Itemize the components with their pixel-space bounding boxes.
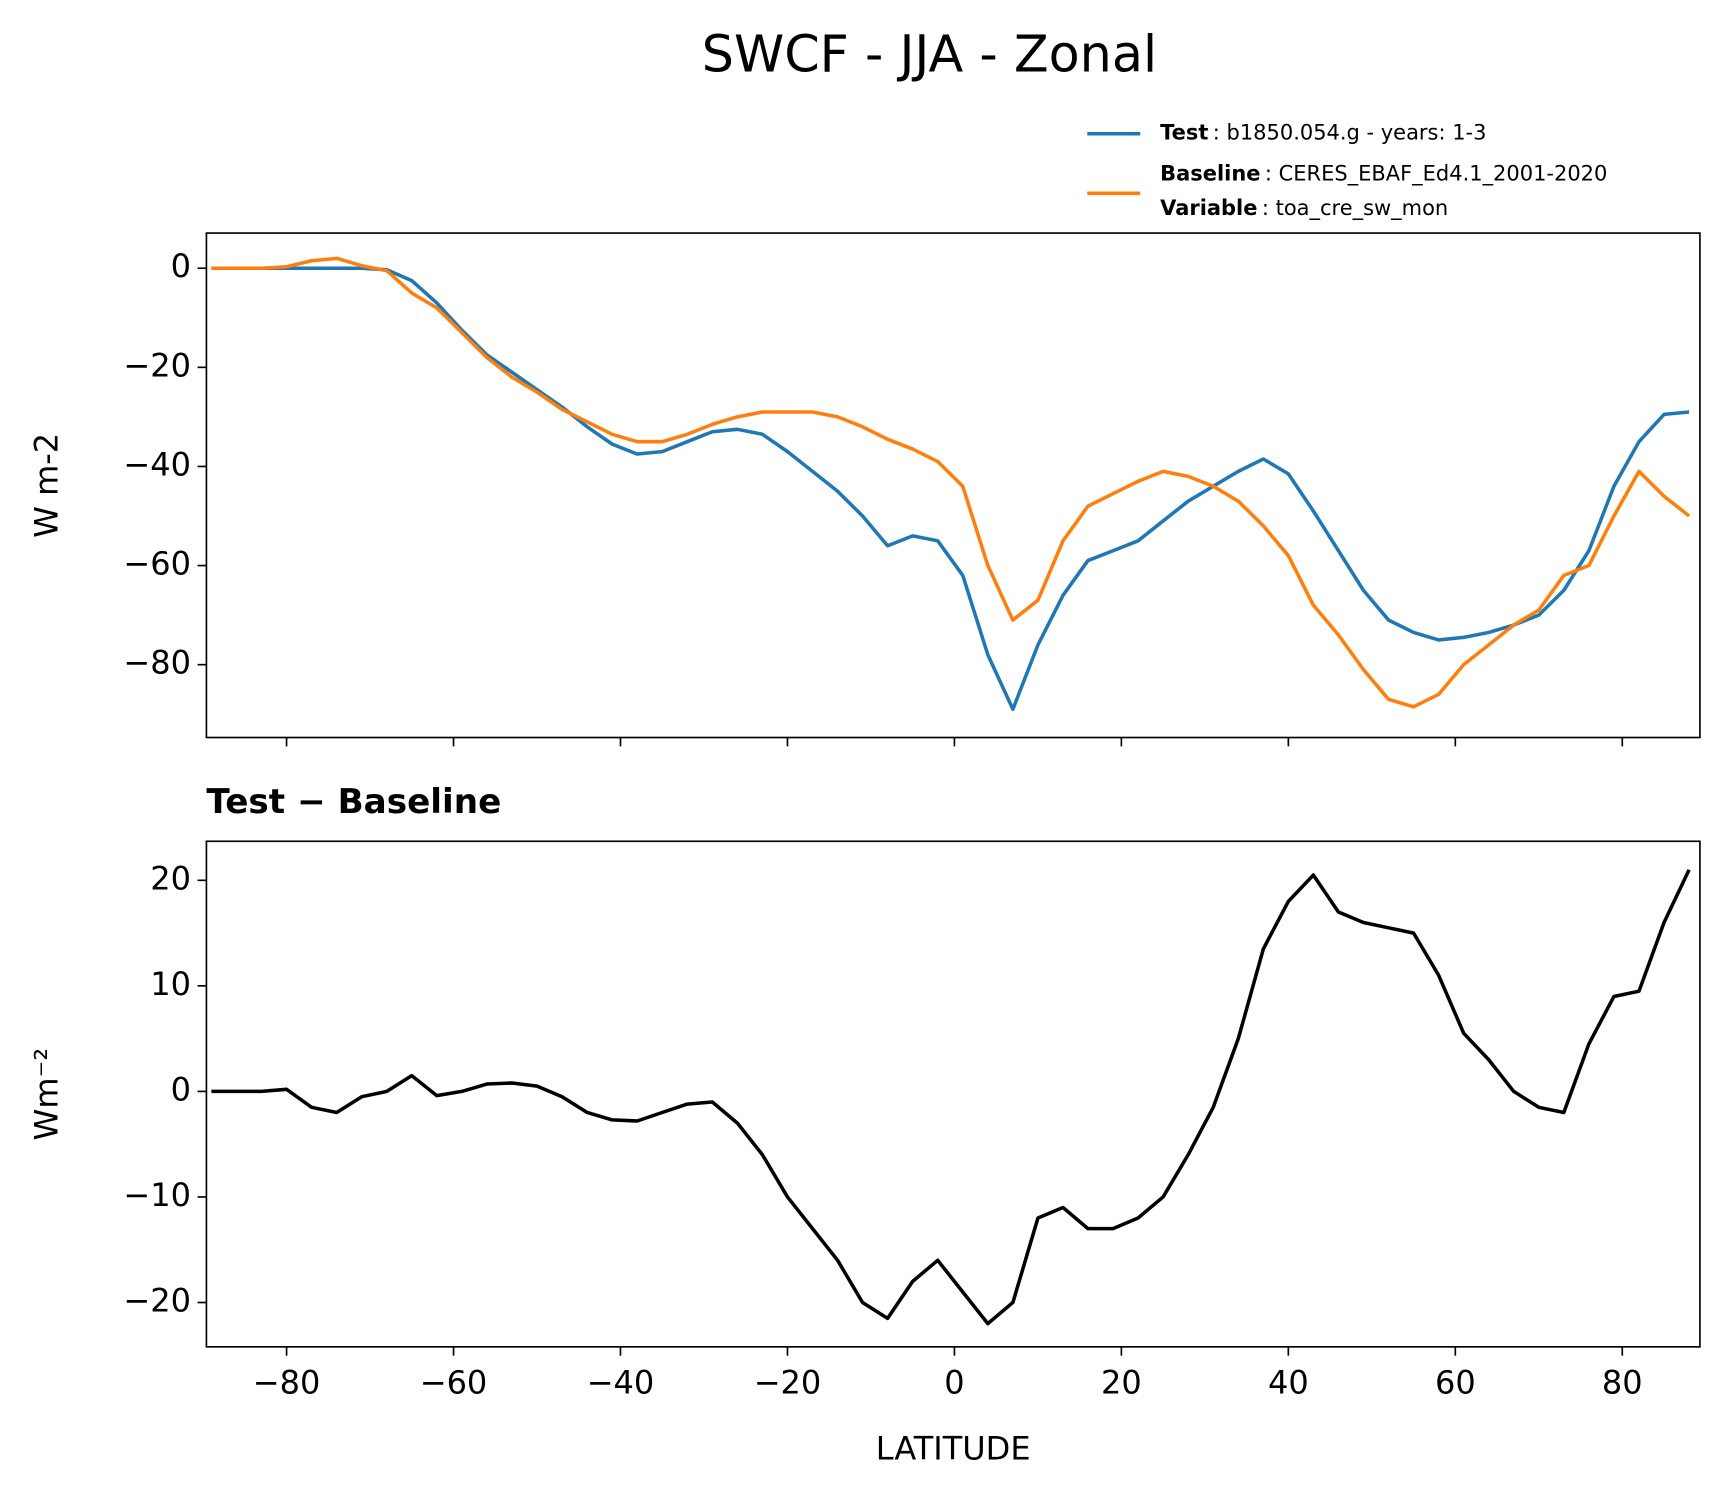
x-tick-label: −60	[420, 1363, 488, 1401]
y-tick-label: 0	[171, 247, 191, 285]
legend-entry: Baseline: CERES_EBAF_Ed4.1_2001-2020	[1160, 162, 1607, 187]
x-tick-label: 80	[1602, 1363, 1643, 1401]
legend-name: Variable	[1160, 196, 1257, 220]
plot-frame	[205, 232, 1701, 739]
x-tick-label: −40	[587, 1363, 655, 1401]
data-line	[211, 256, 1691, 709]
x-tick-label: 40	[1268, 1363, 1309, 1401]
legend-entry: Test: b1850.054.g - years: 1-3	[1160, 121, 1486, 145]
x-tick-label: 60	[1435, 1363, 1476, 1401]
legend-name: Baseline	[1160, 162, 1260, 186]
x-tick-label: −20	[754, 1363, 822, 1401]
legend-description: : toa_cre_sw_mon	[1262, 196, 1448, 221]
legend-name: Test	[1160, 121, 1208, 145]
y-tick-label: 10	[150, 965, 191, 1003]
legend-description: : CERES_EBAF_Ed4.1_2001-2020	[1265, 162, 1607, 187]
y-axis-label: Wm⁻²	[28, 1048, 66, 1141]
y-tick-label: −80	[123, 644, 191, 682]
y-tick-label: −10	[123, 1176, 191, 1214]
x-tick-label: −80	[253, 1363, 321, 1401]
x-tick-label: 20	[1101, 1363, 1142, 1401]
y-tick-label: −20	[123, 346, 191, 384]
subplot-title: Test − Baseline	[206, 782, 501, 822]
figure-title: SWCF - JJA - Zonal	[702, 25, 1157, 84]
y-axis-label: W m-2	[28, 433, 66, 538]
data-line	[211, 868, 1691, 1326]
plot-frame	[205, 840, 1701, 1348]
legend-description: : b1850.054.g - years: 1-3	[1213, 121, 1487, 145]
data-line	[211, 266, 1690, 712]
y-tick-label: −60	[123, 545, 191, 583]
x-axis-label: LATITUDE	[876, 1430, 1031, 1468]
x-tick-label: 0	[944, 1363, 964, 1401]
y-tick-label: 20	[150, 859, 191, 897]
y-tick-label: −20	[123, 1282, 191, 1320]
y-tick-label: −40	[123, 445, 191, 483]
y-tick-label: 0	[171, 1070, 191, 1108]
legend-entry: Variable: toa_cre_sw_mon	[1160, 196, 1448, 221]
